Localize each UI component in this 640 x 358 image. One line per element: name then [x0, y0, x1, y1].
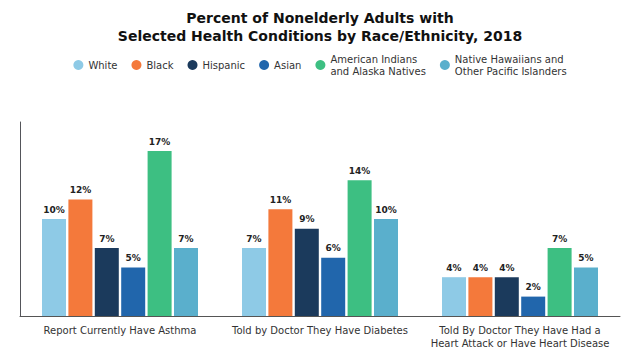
svg-text:Asian: Asian: [274, 60, 301, 71]
svg-text:5%: 5%: [578, 253, 593, 263]
svg-text:7%: 7%: [552, 234, 567, 244]
svg-text:Selected Health Conditions by: Selected Health Conditions by Race/Ethni…: [118, 28, 522, 44]
svg-text:17%: 17%: [149, 137, 171, 147]
svg-text:Told By Doctor They Have Had a: Told By Doctor They Have Had a: [438, 325, 600, 336]
svg-text:9%: 9%: [299, 214, 314, 224]
svg-text:2%: 2%: [526, 282, 541, 292]
svg-text:11%: 11%: [270, 195, 292, 205]
svg-text:White: White: [88, 60, 117, 71]
svg-text:Black: Black: [146, 60, 173, 71]
svg-text:4%: 4%: [473, 263, 488, 273]
svg-text:4%: 4%: [499, 263, 514, 273]
svg-text:Hispanic: Hispanic: [203, 60, 246, 71]
svg-text:and Alaska Natives: and Alaska Natives: [330, 66, 425, 77]
svg-text:Percent of Nonelderly Adults w: Percent of Nonelderly Adults with: [186, 10, 453, 26]
svg-text:7%: 7%: [178, 234, 193, 244]
svg-text:6%: 6%: [326, 243, 341, 253]
svg-text:Told by Doctor They Have Diabe: Told by Doctor They Have Diabetes: [231, 325, 408, 336]
svg-text:Report Currently Have Asthma: Report Currently Have Asthma: [44, 325, 197, 336]
svg-text:Heart Attack or Have Heart Dis: Heart Attack or Have Heart Disease: [431, 338, 610, 349]
svg-text:5%: 5%: [126, 253, 141, 263]
svg-text:7%: 7%: [246, 234, 261, 244]
svg-text:Other Pacific Islanders: Other Pacific Islanders: [455, 66, 567, 77]
svg-text:Native Hawaiians and: Native Hawaiians and: [455, 54, 564, 65]
svg-text:7%: 7%: [99, 234, 114, 244]
svg-text:4%: 4%: [446, 263, 461, 273]
svg-text:14%: 14%: [349, 166, 371, 176]
svg-text:12%: 12%: [70, 185, 92, 195]
svg-text:10%: 10%: [375, 205, 397, 215]
svg-text:American Indians: American Indians: [330, 54, 417, 65]
svg-text:10%: 10%: [43, 205, 65, 215]
